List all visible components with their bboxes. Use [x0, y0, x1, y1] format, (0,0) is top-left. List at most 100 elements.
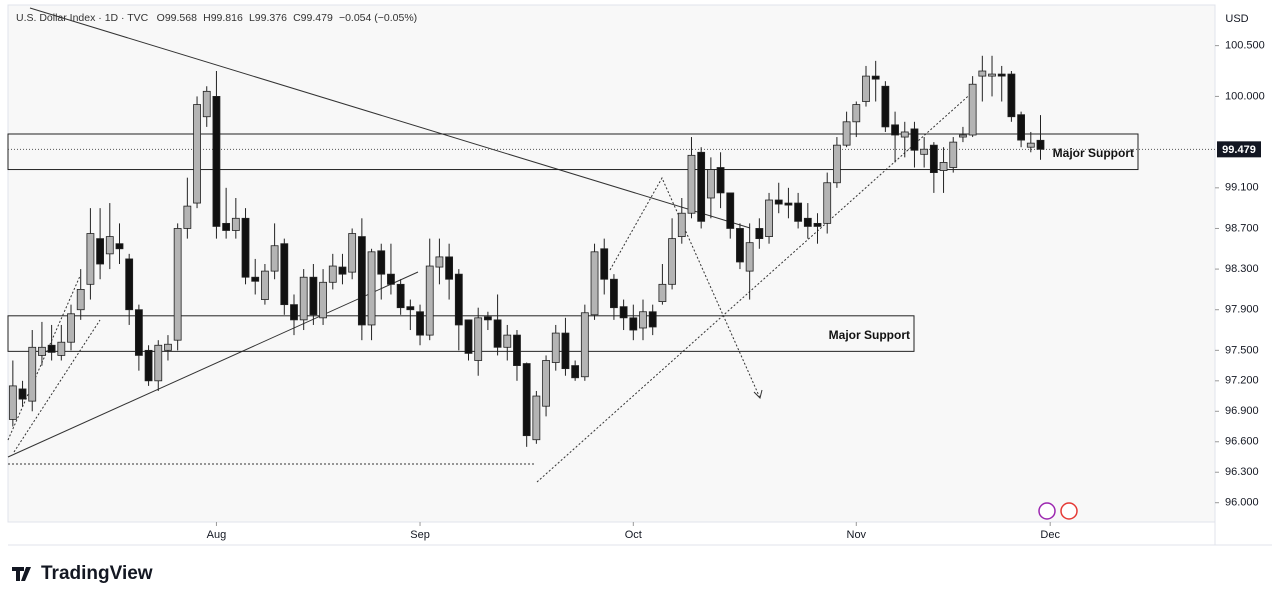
candle-body	[445, 256, 454, 280]
candle-body	[668, 238, 676, 285]
candle-body	[706, 169, 715, 199]
candle-body	[513, 334, 521, 366]
ohlc-label: C99.479	[293, 12, 333, 24]
arrow-head	[753, 389, 763, 399]
candle-body	[47, 344, 56, 353]
candle-body	[96, 238, 105, 265]
logo-mark	[12, 567, 31, 581]
candle-body	[619, 306, 628, 319]
channel-line	[7, 275, 81, 441]
candle-body	[978, 70, 987, 77]
candle-body	[900, 131, 909, 138]
candle-body	[328, 265, 337, 283]
candle-body	[639, 311, 647, 329]
candle-body	[212, 96, 221, 227]
x-tick-label: Aug	[207, 529, 227, 541]
candle-body	[551, 332, 560, 363]
zone-label: Major Support	[1053, 146, 1134, 160]
y-tick-label: 100.000	[1225, 90, 1265, 102]
candle-body	[736, 228, 744, 263]
candle-body	[173, 228, 182, 341]
candle-body	[968, 83, 977, 136]
candle-body	[28, 346, 37, 402]
candle-body	[231, 217, 240, 231]
candle-body	[677, 212, 686, 237]
candle-body	[745, 242, 754, 272]
candle-body	[590, 251, 599, 316]
candle-body	[115, 243, 124, 250]
candle-body	[600, 248, 609, 280]
candle-body	[222, 222, 231, 231]
candle-body	[57, 341, 66, 356]
candle-body	[1017, 114, 1026, 141]
y-tick-label: 96.900	[1225, 405, 1259, 417]
candle-body	[774, 199, 783, 205]
candle-body	[920, 148, 929, 155]
y-tick-label: 100.500	[1225, 40, 1265, 52]
candle-body	[522, 363, 531, 437]
x-tick-label: Oct	[625, 529, 642, 541]
x-tick-label: Nov	[847, 529, 867, 541]
candle-body	[697, 151, 706, 222]
candle-body	[493, 319, 502, 348]
plot-area	[7, 4, 1216, 523]
candle-body	[833, 144, 841, 184]
candle-body	[76, 289, 85, 311]
candle-body	[38, 346, 46, 356]
candle-body	[290, 304, 298, 321]
brand: TradingView	[41, 563, 153, 584]
candle-body	[18, 388, 27, 400]
zone-label: Major Support	[829, 328, 910, 342]
candle-body	[571, 365, 580, 379]
candle-body	[988, 73, 996, 77]
candle-body	[503, 334, 512, 348]
candle-body	[929, 144, 938, 173]
ohlc-label: O99.568	[157, 12, 197, 24]
candle-body	[483, 316, 492, 321]
candle-body	[852, 104, 861, 123]
candle-body	[959, 134, 967, 138]
candle-body	[299, 276, 308, 321]
candle-body	[580, 312, 589, 378]
candle-body	[425, 265, 434, 336]
candle-body	[86, 233, 95, 285]
y-tick-label: 98.700	[1225, 222, 1259, 234]
candle-body	[464, 319, 473, 354]
candle-body	[1007, 73, 1016, 118]
projection	[609, 176, 761, 399]
y-tick-label: 96.600	[1225, 436, 1259, 448]
candle-body	[202, 90, 211, 118]
candle-body	[803, 217, 812, 227]
y-tick-label: 99.100	[1225, 182, 1259, 194]
candle-body	[1036, 139, 1045, 150]
candle-body	[939, 162, 948, 171]
candle-body	[435, 256, 444, 268]
trend-line	[536, 89, 976, 483]
candle-body	[910, 128, 919, 151]
candle-body	[755, 228, 764, 240]
trend-line	[7, 271, 419, 458]
candle-body	[193, 104, 201, 204]
candle-body	[997, 73, 1006, 77]
candle-body	[716, 167, 725, 194]
event-icon	[1060, 502, 1078, 520]
y-tick-label: 97.200	[1225, 375, 1259, 387]
candle-body	[241, 217, 250, 278]
candle-body	[765, 199, 773, 237]
candle-body	[726, 192, 735, 229]
currency: USD	[1225, 13, 1248, 25]
candle-body	[416, 311, 424, 336]
candle-body	[270, 245, 279, 272]
candle-body	[144, 349, 153, 382]
ohlc-label: H99.816	[203, 12, 243, 24]
candle-body	[862, 75, 870, 102]
y-tick-label: 98.300	[1225, 263, 1259, 275]
chart-title: U.S. Dollar Index · 1D · TVC	[16, 12, 149, 24]
event-icon	[1038, 502, 1056, 520]
candle-body	[319, 281, 327, 319]
candle-body	[881, 85, 890, 128]
candle-body	[183, 205, 192, 229]
candle-body	[474, 317, 483, 361]
candle-body	[823, 182, 832, 224]
